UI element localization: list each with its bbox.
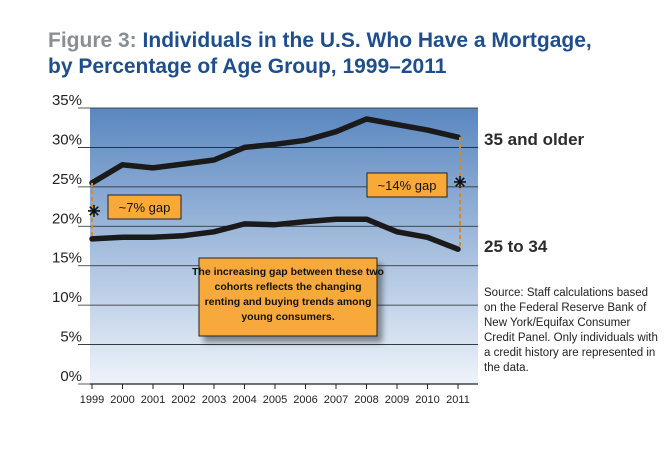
y-tick-label: 10% [52,289,82,306]
data-point [425,235,430,240]
x-tick-label: 2000 [110,394,134,406]
x-tick-label: 2003 [202,394,226,406]
data-point [120,235,125,240]
data-point [90,236,94,241]
data-point [151,165,155,170]
chart-title: Figure 3: Individuals in the U.S. Who Ha… [48,28,592,80]
figure-number: Figure 3: [48,29,137,52]
y-tick-label: 15% [52,250,82,267]
data-point [120,162,125,167]
x-tick-label: 2008 [354,394,378,406]
x-tick-label: 2010 [415,394,439,406]
gap-star-stroke [89,206,99,216]
data-point [273,222,277,227]
y-tick-label: 25% [52,171,82,188]
data-point [242,145,247,150]
data-point [212,229,216,234]
y-tick-label: 35% [52,92,82,109]
data-point [395,122,399,127]
note-callout-text: The increasing gap between these two coho… [192,266,384,323]
data-point [334,217,338,222]
title-line-1: Individuals in the U.S. Who Have a Mortg… [142,29,592,52]
note-line: young consumers. [241,311,334,323]
title-line-2: by Percentage of Age Group, 1999–2011 [48,55,447,78]
data-point [456,247,460,252]
gap-1999-star-icon [88,204,100,217]
x-tick-label: 2009 [385,394,409,406]
data-point [273,142,277,147]
y-tick-label: 30% [52,131,82,148]
series-label-35-and-older: 35 and older [484,130,585,149]
note-line: cohorts reflects the changing [214,281,361,293]
gap-star-stroke [455,177,465,187]
data-point [212,158,216,163]
y-tick-label: 5% [60,329,82,346]
gap-1999-callout-label: ~7% gap [119,200,171,215]
note-line: The increasing gap between these two [192,266,384,278]
gap-2011-star-icon [454,176,466,188]
x-tick-label: 2007 [324,394,348,406]
x-tick-label: 2006 [293,394,317,406]
y-tick-label: 0% [60,368,82,385]
gap-2011-callout-label: ~14% gap [378,178,437,193]
gap-1999-callout-box [107,194,182,220]
data-point [425,128,430,133]
data-point [303,138,308,143]
source-note: Source: Staff calculations based on the … [484,287,658,374]
data-point [364,117,369,122]
data-point [364,217,369,222]
x-tick-label: 2011 [446,394,470,406]
x-tick-label: 2001 [141,394,165,406]
note-callout-box [198,257,378,337]
series-label-25-to-34: 25 to 34 [484,237,548,256]
data-point [181,161,186,166]
data-point [303,219,308,224]
x-tick-label: 2002 [171,394,195,406]
data-point [181,233,186,238]
data-point [151,235,155,240]
gap-2011-callout-box [366,172,448,198]
data-point [395,229,399,234]
note-line: renting and buying trends among [205,296,372,308]
plot-background [90,108,478,384]
data-point [334,129,338,134]
y-tick-label: 20% [52,210,82,227]
x-tick-label: 2005 [263,394,287,406]
x-tick-label: 1999 [80,394,104,406]
data-point [242,221,247,226]
x-tick-label: 2004 [232,394,256,406]
